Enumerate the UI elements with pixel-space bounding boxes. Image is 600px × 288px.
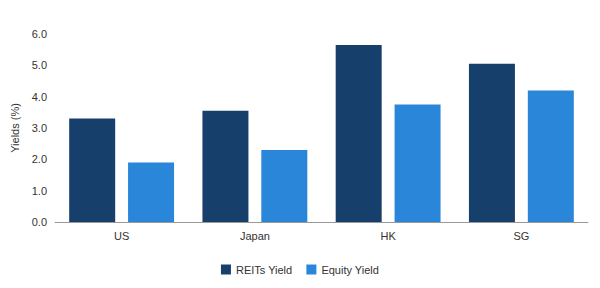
svg-text:1.0: 1.0 [32,185,47,197]
svg-text:Equity Yield: Equity Yield [321,264,378,276]
svg-text:US: US [114,230,129,242]
svg-text:SG: SG [513,230,529,242]
svg-text:HK: HK [380,230,396,242]
svg-text:3.0: 3.0 [32,122,47,134]
svg-text:Yields (%): Yields (%) [9,103,21,153]
svg-text:6.0: 6.0 [32,28,47,40]
svg-text:0.0: 0.0 [32,216,47,228]
svg-text:Japan: Japan [240,230,270,242]
svg-text:5.0: 5.0 [32,59,47,71]
svg-text:4.0: 4.0 [32,91,47,103]
svg-text:REITs Yield: REITs Yield [236,264,292,276]
svg-text:2.0: 2.0 [32,153,47,165]
